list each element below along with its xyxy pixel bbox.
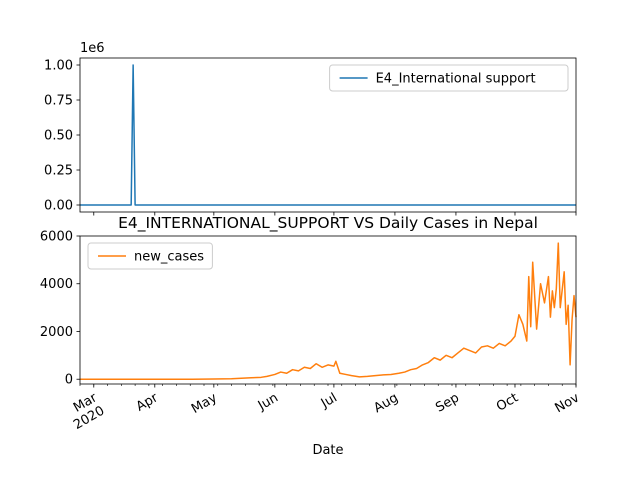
panel2-x-tick-label-line: Nov [553, 390, 583, 416]
panel1-series-line-1 [80, 64, 576, 206]
panel1-y-tick-label: 0.25 [44, 164, 73, 179]
panel2-x-tick-label-line: Jul [318, 390, 340, 411]
panel2-x-tick-label-line: May [189, 390, 220, 417]
panel1-legend-box [329, 64, 569, 92]
panel2-x-tick-label-line: Oct [494, 390, 521, 414]
panel2-y-tick-label: 2000 [40, 325, 73, 340]
panel1-y-offset-label: 1e6 [80, 41, 105, 56]
panel2-series-line-1 [80, 242, 577, 380]
panel2-x-tick-label: Apr [134, 390, 162, 415]
panel2-x-tick-label-line: Apr [134, 390, 162, 415]
panel2-chart-title: E4_INTERNATIONAL_SUPPORT VS Daily Cases … [118, 214, 538, 233]
panel2-x-tick-label-line: Jun [255, 390, 281, 414]
panel2-y-tick-label: 0 [65, 373, 73, 388]
panel2-x-tick-label-line: Sep [433, 390, 462, 415]
panel2-x-tick-label: Nov [553, 390, 583, 416]
panel2-x-tick-label: Mar2020 [64, 390, 108, 433]
panel2-x-axis-label: Date [312, 443, 343, 458]
panel2-x-tick-label: Jul [318, 390, 340, 411]
panel2-x-tick-label: May [189, 390, 220, 417]
panel2-y-tick-label: 4000 [40, 277, 73, 292]
panel2-y-tick-label: 6000 [40, 230, 73, 245]
panel2-x-tick-label-line: Aug [371, 390, 400, 416]
panel1-y-tick-label: 0.50 [44, 129, 73, 144]
panel2-x-tick-label: Aug [371, 390, 400, 416]
panel2-x-tick-label: Oct [494, 390, 521, 414]
panel1-y-tick-label: 0.75 [44, 94, 73, 109]
panel1-legend-label: E4_International support [376, 72, 536, 87]
panel2-x-tick-label: Sep [433, 390, 462, 415]
panel2-legend-label: new_cases [134, 250, 204, 265]
panel2-legend-box [87, 242, 213, 270]
panel1-y-tick-label: 0.00 [44, 199, 73, 214]
panel1-y-tick-label: 1.00 [44, 59, 73, 74]
panel2-x-tick-label: Jun [255, 390, 281, 414]
